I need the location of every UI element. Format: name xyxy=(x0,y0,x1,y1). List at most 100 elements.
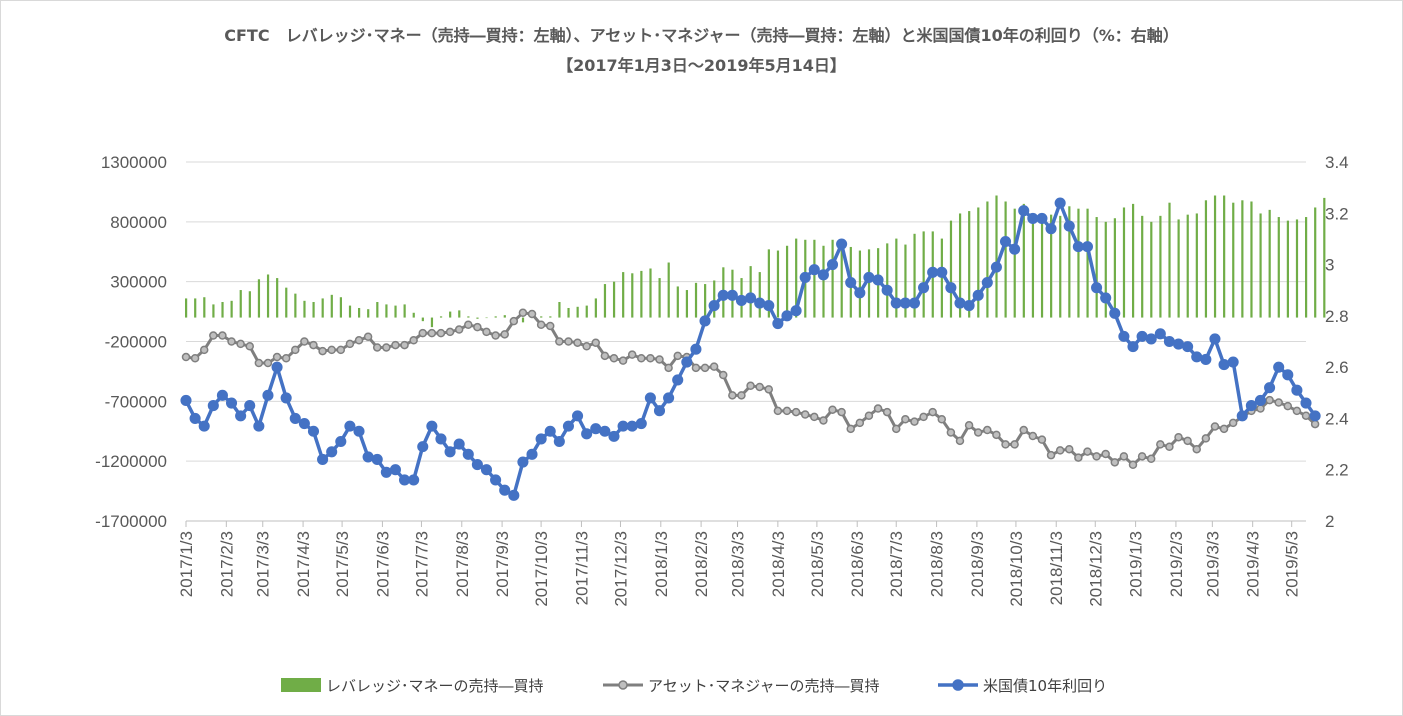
point-us10y-yield xyxy=(881,284,893,296)
point-us10y-yield xyxy=(1136,330,1148,342)
point-asset-manager xyxy=(764,385,774,394)
point-asset-manager xyxy=(190,354,200,363)
point-asset-manager xyxy=(582,342,591,351)
point-asset-manager xyxy=(1065,444,1074,454)
bar-leveraged-money xyxy=(667,262,670,318)
point-asset-manager xyxy=(327,345,336,355)
point-us10y-yield xyxy=(1191,351,1203,363)
point-asset-manager xyxy=(1219,424,1229,434)
point-us10y-yield xyxy=(289,412,301,424)
point-asset-manager xyxy=(464,320,473,329)
point-us10y-yield xyxy=(863,271,875,283)
point-asset-manager xyxy=(746,381,755,391)
point-us10y-yield xyxy=(999,235,1012,248)
point-asset-manager xyxy=(1174,432,1183,442)
point-asset-manager xyxy=(992,430,1001,440)
point-asset-manager xyxy=(1119,452,1129,461)
point-us10y-yield xyxy=(681,356,693,368)
x-tick-label: 2019/5/3 xyxy=(1283,531,1302,597)
x-tick-label: 2018/3/3 xyxy=(729,531,748,597)
bar-leveraged-money xyxy=(940,238,943,318)
point-asset-manager xyxy=(573,338,582,347)
point-asset-manager xyxy=(345,339,355,349)
bar-leveraged-money xyxy=(968,211,971,318)
x-tick-label: 2017/1/3 xyxy=(177,531,196,597)
point-asset-manager xyxy=(354,336,364,345)
bar-leveraged-money xyxy=(449,311,452,318)
point-asset-manager xyxy=(291,345,300,355)
bar-leveraged-money xyxy=(1050,214,1053,318)
point-us10y-yield xyxy=(918,282,930,294)
point-asset-manager xyxy=(336,345,346,355)
point-asset-manager xyxy=(272,352,282,362)
bar-leveraged-money xyxy=(612,281,616,318)
point-asset-manager xyxy=(983,425,992,435)
bar-leveraged-money xyxy=(212,304,215,318)
bar-leveraged-money xyxy=(840,240,843,318)
point-asset-manager xyxy=(591,338,601,347)
bar-leveraged-money xyxy=(995,195,998,318)
bar-leveraged-money xyxy=(1223,195,1226,318)
point-asset-manager xyxy=(1156,440,1165,449)
y-right-tick-label: 2.6 xyxy=(1325,358,1349,377)
x-tick-label: 2017/7/3 xyxy=(412,531,431,597)
bar-leveraged-money xyxy=(977,207,980,318)
point-us10y-yield xyxy=(225,397,238,409)
point-asset-manager xyxy=(755,382,764,392)
bar-leveraged-money xyxy=(294,293,297,318)
point-asset-manager xyxy=(1110,458,1120,467)
point-asset-manager xyxy=(973,428,983,437)
bar-leveraged-money xyxy=(330,294,333,318)
bar-leveraged-money xyxy=(1068,206,1071,318)
point-asset-manager xyxy=(500,330,509,339)
point-us10y-yield xyxy=(235,410,247,422)
point-asset-manager xyxy=(382,343,391,352)
point-us10y-yield xyxy=(1127,341,1139,353)
point-asset-manager xyxy=(409,336,418,345)
point-us10y-yield xyxy=(1018,205,1030,217)
bar-leveraged-money xyxy=(467,316,470,318)
point-asset-manager xyxy=(737,391,746,400)
point-us10y-yield xyxy=(344,420,356,432)
point-us10y-yield xyxy=(1264,382,1276,394)
y-left-tick-label: -700000 xyxy=(105,392,167,411)
x-tick-label: 2017/3/3 xyxy=(254,531,273,597)
point-us10y-yield xyxy=(799,271,811,283)
bar-leveraged-money xyxy=(476,317,479,319)
y-right-tick-label: 2 xyxy=(1325,512,1334,531)
bar-leveraged-money xyxy=(1004,201,1007,318)
point-us10y-yield xyxy=(1300,397,1312,409)
point-asset-manager xyxy=(882,407,892,417)
bar-leveraged-money xyxy=(385,304,388,318)
bar-leveraged-money xyxy=(1122,207,1126,318)
point-asset-manager xyxy=(673,351,682,361)
bar-leveraged-money xyxy=(685,290,689,318)
bar-leveraged-money xyxy=(1031,217,1035,318)
point-us10y-yield xyxy=(298,418,310,430)
point-us10y-yield xyxy=(1182,341,1194,353)
point-us10y-yield xyxy=(317,453,329,466)
point-us10y-yield xyxy=(981,276,993,289)
point-asset-manager xyxy=(828,405,837,414)
point-us10y-yield xyxy=(854,287,866,299)
bar-leveraged-money xyxy=(1104,221,1107,318)
bar-leveraged-money xyxy=(913,233,916,318)
point-us10y-yield xyxy=(690,343,702,355)
point-asset-manager xyxy=(600,351,610,361)
point-us10y-yield xyxy=(763,300,775,312)
bar-leveraged-money xyxy=(1059,215,1062,318)
x-tick-label: 2018/2/3 xyxy=(692,531,711,597)
bar-leveraged-money xyxy=(485,317,488,319)
point-us10y-yield xyxy=(180,394,192,407)
bar-leveraged-money xyxy=(185,298,188,318)
point-asset-manager xyxy=(209,331,218,340)
y-left-tick-label: -1700000 xyxy=(95,512,167,531)
point-asset-manager xyxy=(782,406,792,416)
point-us10y-yield xyxy=(653,405,666,417)
bar-leveraged-money xyxy=(1040,215,1044,318)
bar-leveraged-money xyxy=(521,317,525,323)
point-asset-manager xyxy=(372,343,382,352)
bar-leveraged-money xyxy=(594,298,597,318)
x-tick-label: 2018/7/3 xyxy=(887,531,906,597)
